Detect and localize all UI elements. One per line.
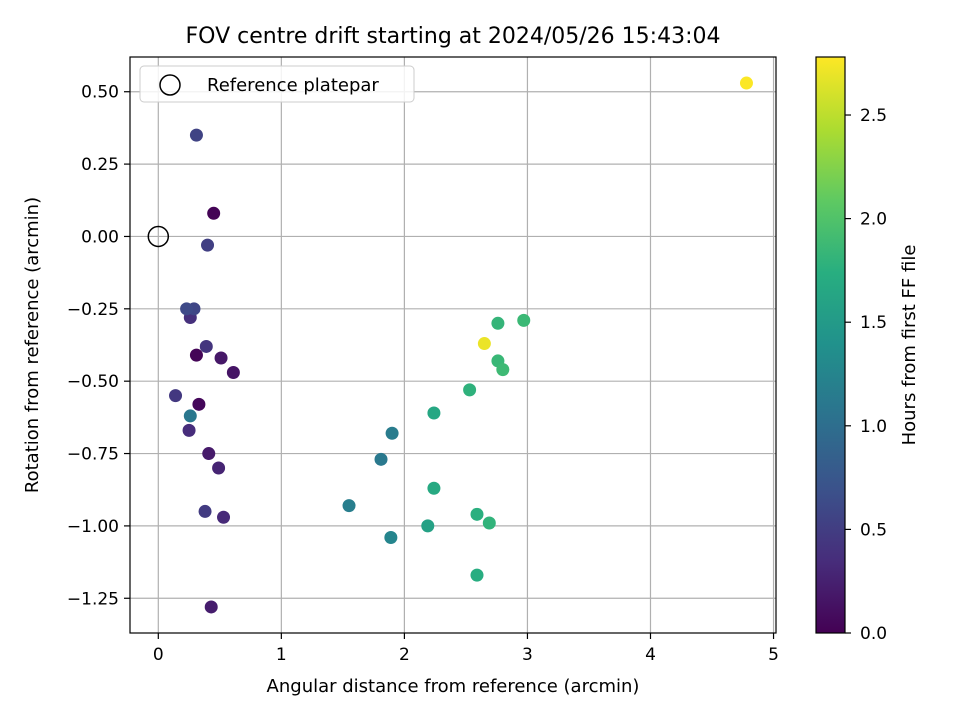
data-point bbox=[198, 504, 212, 518]
data-point bbox=[517, 313, 531, 327]
legend-box bbox=[139, 65, 415, 103]
data-point bbox=[342, 499, 356, 513]
data-point bbox=[496, 363, 510, 377]
data-point bbox=[470, 568, 484, 582]
x-tick-label: 4 bbox=[645, 645, 656, 665]
colorbar-tick-label: 1.5 bbox=[860, 313, 887, 333]
data-point bbox=[192, 397, 206, 411]
data-point bbox=[212, 461, 226, 475]
data-point bbox=[739, 76, 753, 90]
x-tick-label: 3 bbox=[522, 645, 533, 665]
y-tick-label: −1.00 bbox=[67, 517, 119, 537]
x-tick-label: 5 bbox=[768, 645, 779, 665]
data-point bbox=[226, 365, 240, 379]
x-axis-label: Angular distance from reference (arcmin) bbox=[267, 676, 640, 697]
y-tick-label: −0.25 bbox=[67, 300, 119, 320]
plot-frame bbox=[129, 56, 777, 634]
colorbar-tick-label: 0.5 bbox=[860, 520, 887, 540]
data-point bbox=[427, 406, 441, 420]
data-point bbox=[183, 409, 197, 423]
y-tick-label: 0.50 bbox=[81, 83, 119, 103]
data-point bbox=[201, 238, 215, 252]
data-point bbox=[477, 337, 491, 351]
data-point bbox=[207, 206, 221, 220]
y-axis-ticks: 0.50 0.25 0.00 −0.25 −0.50 −0.75 −1.00 −1.25 bbox=[67, 83, 130, 609]
data-point bbox=[204, 600, 218, 614]
grid bbox=[130, 57, 776, 633]
y-tick-label: −1.25 bbox=[67, 589, 119, 609]
data-point bbox=[421, 519, 435, 533]
reference-platepar-marker bbox=[147, 225, 170, 248]
data-point bbox=[189, 128, 203, 142]
colorbar-tick-label: 0.0 bbox=[860, 624, 887, 644]
data-point bbox=[470, 507, 484, 521]
y-tick-label: −0.50 bbox=[67, 372, 119, 392]
data-point bbox=[463, 383, 477, 397]
x-axis-ticks: 0 1 2 3 4 5 bbox=[153, 633, 779, 665]
y-tick-label: −0.75 bbox=[67, 445, 119, 465]
y-tick-label: 0.25 bbox=[81, 155, 119, 175]
colorbar bbox=[815, 56, 846, 634]
y-tick-label: 0.00 bbox=[81, 227, 119, 247]
data-point bbox=[482, 516, 496, 530]
data-point bbox=[202, 447, 216, 461]
data-point bbox=[182, 423, 196, 437]
x-tick-label: 1 bbox=[276, 645, 287, 665]
x-tick-label: 0 bbox=[153, 645, 164, 665]
legend-label: Reference platepar bbox=[207, 75, 379, 96]
x-tick-label: 2 bbox=[399, 645, 410, 665]
data-point bbox=[427, 481, 441, 495]
data-point bbox=[199, 339, 213, 353]
data-point bbox=[169, 389, 183, 403]
colorbar-tick-label: 2.0 bbox=[860, 210, 887, 230]
legend-marker-reference bbox=[159, 74, 181, 96]
data-point bbox=[180, 302, 194, 316]
colorbar-tick-label: 2.5 bbox=[860, 106, 887, 126]
data-point bbox=[384, 530, 398, 544]
colorbar-ticks: 0.0 0.5 1.0 1.5 2.0 2.5 bbox=[845, 106, 887, 644]
colorbar-tick-label: 1.0 bbox=[860, 417, 887, 437]
data-point bbox=[374, 452, 388, 466]
y-axis-label: Rotation from reference (arcmin) bbox=[22, 197, 43, 493]
data-point bbox=[217, 510, 231, 524]
data-point bbox=[385, 426, 399, 440]
colorbar-label: Hours from first FF file bbox=[899, 245, 920, 446]
data-point bbox=[189, 348, 203, 362]
data-point bbox=[214, 351, 228, 365]
scatter-points bbox=[169, 76, 753, 614]
chart-title: FOV centre drift starting at 2024/05/26 … bbox=[186, 24, 721, 49]
data-point bbox=[491, 316, 505, 330]
legend: Reference platepar bbox=[139, 65, 415, 103]
